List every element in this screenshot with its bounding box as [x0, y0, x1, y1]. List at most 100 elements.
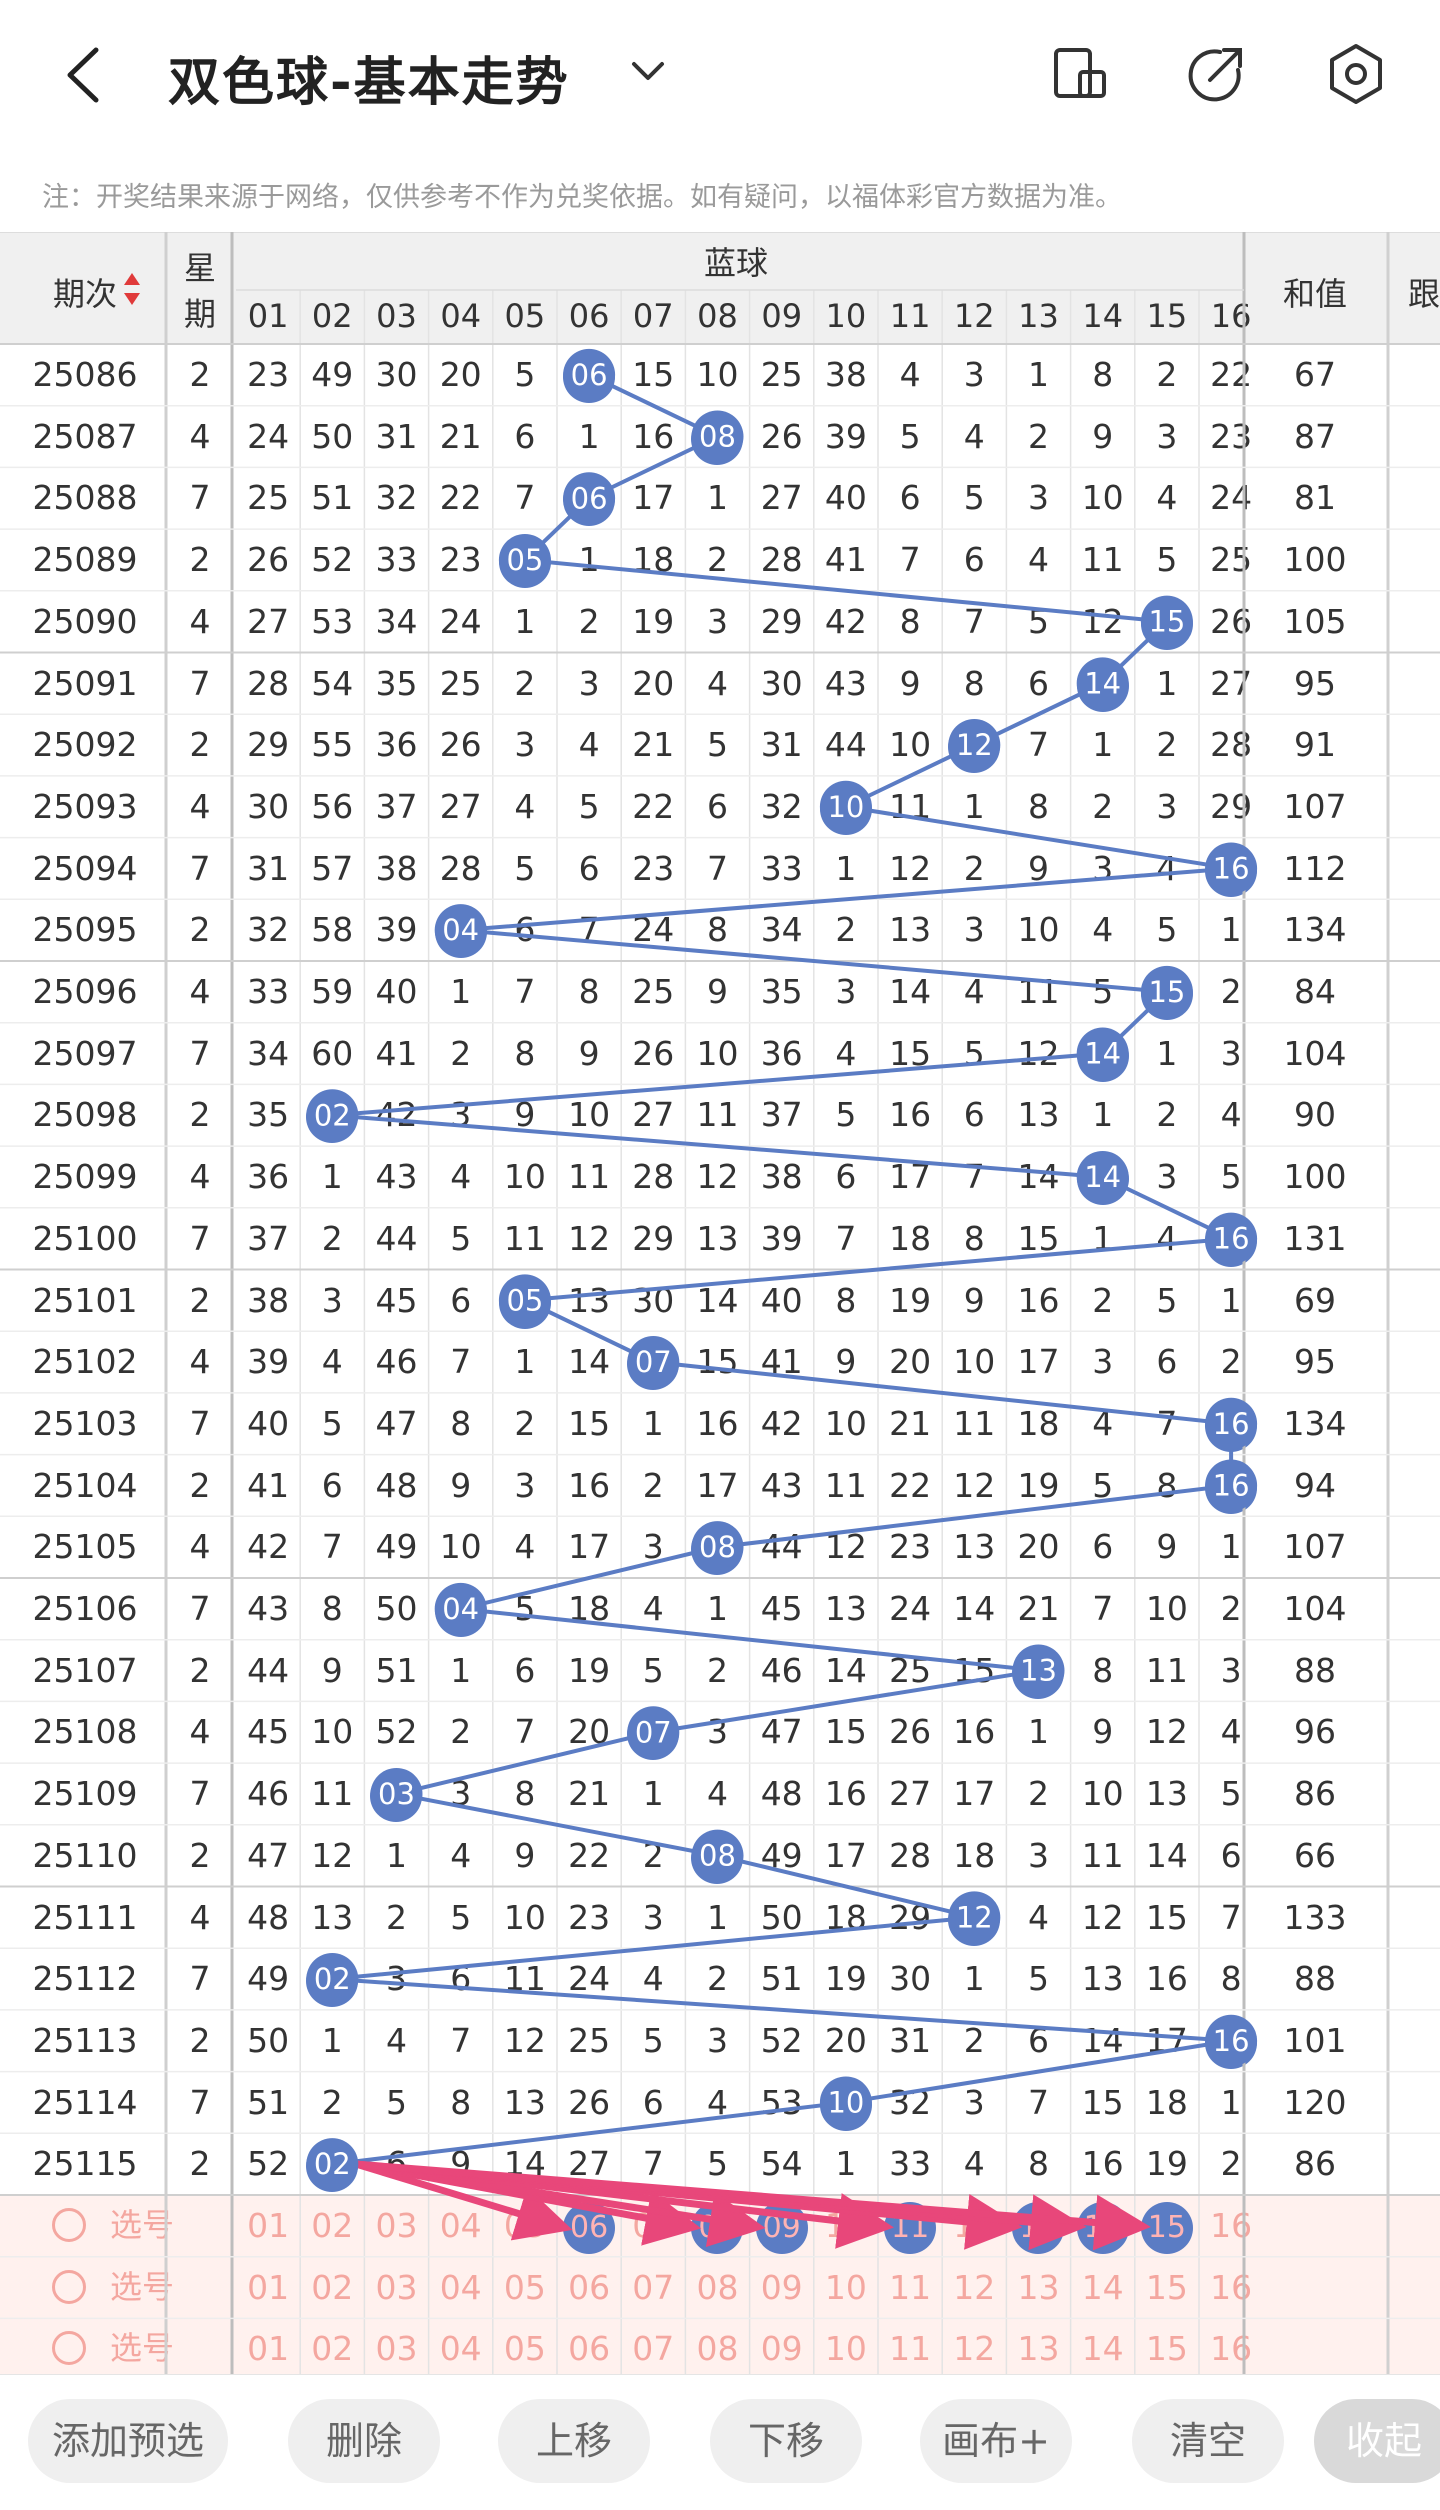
pick-label[interactable]: 选号	[110, 2206, 175, 2244]
selected-number[interactable]: 08	[685, 2195, 749, 2257]
pick-number[interactable]: 06	[568, 2329, 611, 2369]
selected-number[interactable]: 09	[750, 2195, 814, 2257]
selected-number[interactable]: 13	[1006, 2195, 1070, 2257]
add-preselect-button[interactable]: 添加预选	[28, 2399, 228, 2483]
selected-ball[interactable]: 14	[1076, 2202, 1129, 2254]
share-icon[interactable]	[1180, 38, 1252, 110]
pick-number[interactable]: 07	[632, 2267, 675, 2307]
omission-cell: 6	[385, 2144, 407, 2184]
pick-label[interactable]: 选号	[110, 2267, 175, 2306]
omission-cell: 4	[1156, 1218, 1178, 1258]
week-cell: 4	[189, 601, 211, 641]
pick-number[interactable]: 13	[1017, 2329, 1060, 2369]
drawn-blue-ball: 10	[819, 2078, 872, 2131]
pick-number[interactable]: 11	[889, 2267, 932, 2307]
pick-number[interactable]: 05	[503, 2329, 546, 2369]
pick-number[interactable]: 08	[696, 2329, 739, 2369]
pick-number[interactable]: 10	[824, 2329, 867, 2369]
omission-cell: 17	[953, 1774, 996, 1814]
pick-number[interactable]: 04	[439, 2267, 482, 2307]
page-title[interactable]: 双色球-基本走势	[168, 53, 570, 113]
omission-cell: 18	[824, 1897, 867, 1937]
pick-number[interactable]: 01	[247, 2206, 290, 2245]
pick-number[interactable]: 16	[1210, 2206, 1253, 2245]
omission-cell: 5	[1092, 972, 1114, 1011]
omission-cell: 11	[1145, 1650, 1188, 1690]
pick-number[interactable]: 14	[1081, 2267, 1124, 2307]
pick-number[interactable]: 08	[696, 2267, 739, 2307]
pick-number[interactable]: 05	[503, 2206, 546, 2245]
omission-cell: 44	[247, 1650, 290, 1690]
sum-cell: 86	[1294, 2144, 1336, 2184]
pick-number[interactable]: 15	[1145, 2329, 1188, 2369]
sum-cell: 101	[1283, 2020, 1347, 2060]
selected-number[interactable]: 11	[878, 2195, 942, 2257]
selected-ball[interactable]: 09	[755, 2202, 808, 2254]
pick-number[interactable]: 12	[953, 2267, 996, 2307]
pick-number[interactable]: 04	[439, 2329, 482, 2369]
pick-number[interactable]: 02	[311, 2329, 354, 2369]
pick-number[interactable]: 10	[824, 2267, 867, 2307]
pick-number[interactable]: 04	[439, 2206, 482, 2245]
chevron-down-icon[interactable]	[628, 52, 668, 92]
pick-number[interactable]: 07	[632, 2329, 675, 2369]
blue-col-header: 04	[440, 297, 482, 335]
pick-number[interactable]: 10	[824, 2206, 867, 2245]
rotate-screen-icon[interactable]	[1044, 38, 1116, 110]
pick-row[interactable]: 选号 01 02 03 04 05 06 07 08 09 10 11 12 13 14 15 16	[0, 2256, 1440, 2319]
pick-number[interactable]: 02	[311, 2267, 354, 2307]
pick-number[interactable]: 03	[375, 2329, 418, 2369]
pick-number[interactable]: 09	[760, 2267, 803, 2307]
pick-row[interactable]: 选号 01 02 03 04 05 06 07 08 09 10 11 12 13 14 15 16	[0, 2318, 1440, 2381]
pick-number[interactable]: 02	[311, 2206, 354, 2245]
radio-circle-icon[interactable]	[52, 2208, 86, 2242]
selected-ball[interactable]: 11	[884, 2202, 937, 2254]
issue-header[interactable]: 期次	[52, 275, 117, 313]
pick-number[interactable]: 16	[1210, 2329, 1253, 2369]
pick-number[interactable]: 13	[1017, 2267, 1060, 2307]
pick-label[interactable]: 选号	[110, 2329, 175, 2368]
omission-cell: 15	[953, 1650, 996, 1690]
selected-ball[interactable]: 15	[1140, 2202, 1193, 2254]
pick-number[interactable]: 12	[953, 2206, 996, 2245]
pick-number[interactable]: 14	[1081, 2329, 1124, 2369]
omission-cell: 1	[385, 1835, 407, 1875]
move-up-button[interactable]: 上移	[498, 2399, 650, 2483]
selected-ball[interactable]: 06	[563, 2202, 616, 2254]
pick-number[interactable]: 01	[247, 2267, 290, 2307]
selected-ball[interactable]: 13	[1012, 2202, 1065, 2254]
move-down-button[interactable]: 下移	[710, 2399, 862, 2483]
radio-circle-icon[interactable]	[52, 2331, 86, 2366]
selected-number[interactable]: 14	[1071, 2195, 1135, 2257]
back-arrow-icon[interactable]	[56, 40, 116, 110]
canvas-button[interactable]: 画布+	[920, 2399, 1072, 2483]
issue-cell: 25109	[32, 1774, 138, 1814]
collapse-button[interactable]: 收起	[1314, 2399, 1440, 2483]
pick-number[interactable]: 15	[1145, 2267, 1188, 2307]
omission-cell: 19	[568, 1650, 611, 1690]
omission-cell: 13	[824, 1589, 867, 1628]
sort-icon[interactable]	[124, 273, 140, 307]
radio-circle-icon[interactable]	[52, 2269, 86, 2304]
pick-number[interactable]: 09	[760, 2329, 803, 2369]
pick-number[interactable]: 07	[632, 2206, 675, 2245]
pick-number[interactable]: 03	[375, 2206, 418, 2245]
sum-header: 和值	[1282, 275, 1347, 313]
delete-button[interactable]: 删除	[288, 2399, 440, 2483]
selected-ball[interactable]: 08	[691, 2202, 744, 2254]
clear-button[interactable]: 清空	[1132, 2399, 1284, 2483]
selected-number[interactable]: 15	[1135, 2195, 1199, 2257]
pick-number[interactable]: 12	[953, 2329, 996, 2369]
omission-cell: 52	[247, 2144, 290, 2184]
pick-number[interactable]: 06	[568, 2267, 611, 2307]
selected-number[interactable]: 06	[557, 2195, 621, 2257]
pick-row[interactable]: 选号 01 02 03 04 05 06 07 08 09 10 11 12 13 14 15 16	[0, 2195, 1440, 2257]
pick-number[interactable]: 11	[889, 2329, 932, 2369]
pick-number[interactable]: 01	[247, 2329, 290, 2369]
pick-number[interactable]: 03	[375, 2267, 418, 2307]
sum-cell: 84	[1294, 972, 1336, 1011]
pick-number[interactable]: 05	[503, 2267, 546, 2307]
omission-cell: 16	[889, 1095, 932, 1135]
settings-icon[interactable]	[1320, 38, 1392, 110]
pick-number[interactable]: 16	[1210, 2267, 1253, 2307]
